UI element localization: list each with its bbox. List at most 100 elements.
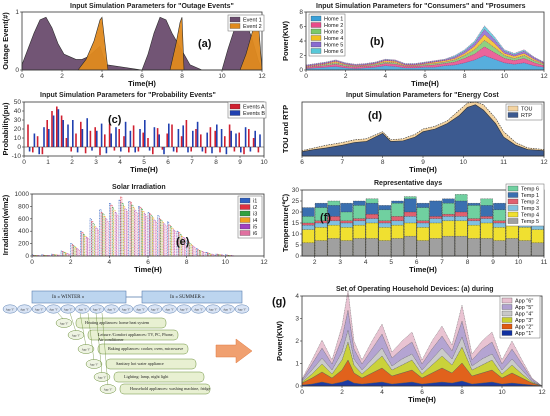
x-tick-label: 0 [300,389,304,396]
legend-label: TOU [521,107,533,113]
bar-events-a [233,147,236,152]
app-node [205,304,221,314]
x-tick-label: 5 [389,259,393,266]
app-node [234,304,250,314]
legend-label: Home 2 [324,23,343,29]
branch-app-label: App "i" [82,348,91,351]
legend-swatch [507,218,519,224]
y-tick-label: 1 [295,361,299,368]
summer-label: In « SUMMER » [170,295,205,300]
panel-c: Input Simulation Parameters for "Probabi… [0,88,275,182]
bar-irr-3 [82,233,85,257]
y-tick-label: 50 [14,99,22,106]
bar-events-b [100,123,103,147]
app-node [31,304,47,314]
app-node-label: App "i" [180,309,189,312]
bar-events-a [99,147,101,156]
x-tick-label: 9 [491,259,495,266]
bar-irr-1 [205,251,208,257]
x-tick-label: 10 [515,259,523,266]
bar-events-b [201,147,204,152]
y-tick-label: 30 [292,187,300,194]
bar-events-b [240,147,242,153]
bar-events-a [80,121,82,147]
bar-temp-6 [416,240,430,257]
x-tick-label: 4 [380,389,384,396]
app-node-label: App "i" [64,309,73,312]
x-tick-label: 11 [541,259,548,266]
legend-swatch [239,217,251,223]
app-node [162,304,177,314]
bar-events-b [187,147,189,153]
bar-irr-3 [102,213,105,257]
description-box [75,317,167,329]
legend-label: Home 6 [324,49,343,55]
bar-events-b [211,147,213,154]
legend-swatch [239,204,251,210]
bar-irr-6 [154,221,158,257]
branch-app-label: App "i" [72,334,81,337]
bar-events-a [118,129,120,147]
app-node-label: App "i" [20,309,29,312]
description-box [119,383,211,395]
x-tick-label: 2 [70,159,74,166]
bar-temp-6 [365,238,379,257]
bar-temp-6 [480,238,493,257]
bar-events-a [75,133,77,147]
bar-events-b [105,147,108,154]
bar-events-b [172,147,175,152]
x-tick-label: 8 [214,159,218,166]
bar-events-a [27,124,29,147]
bar-irr-5 [143,213,146,257]
panel-a-title: Input Simulation Parameters for "Outage … [70,3,234,10]
branch-line [95,312,103,375]
bar-irr-6 [174,230,177,257]
panel-b-label: (b) [370,36,385,48]
app-node [191,304,206,314]
bar-events-b [38,147,40,155]
home-area-2 [305,46,545,69]
bar-temp-6 [429,238,442,257]
legend-label: App "3" [515,318,533,324]
bar-events-a [65,138,68,147]
x-tick-label: 4 [108,259,112,266]
solar-chart: 0 2 4 6 8 10 12 0 200 400 600 800 1000 Time(H) Irradia… [1,191,268,274]
app-node-label: App "i" [209,309,218,312]
bar-irr-3 [208,253,211,257]
legend-label: Home 3 [324,30,343,36]
panel-c-title: Input Simulation Parameters for "Probabi… [40,92,216,99]
legend-label: RTP [521,113,532,119]
app-node-label: App "i" [223,309,232,312]
branch-app-label: App "i" [90,363,99,366]
bar-events-a [176,147,178,153]
bar-events-a [60,115,63,147]
bar-events-b [28,147,31,152]
app-node [133,304,148,314]
app-node [60,304,76,314]
app-node [176,304,192,314]
legend-swatch [310,41,322,48]
bar-events-a [123,136,125,147]
x-tick-label: 8 [463,73,467,80]
app-node-label: App "i" [194,309,203,312]
legend-label: Home 5 [324,43,343,49]
y-tick-label: 4 [299,38,303,45]
bar-irr-4 [84,235,87,257]
x-axis-label: Time(H) [130,165,158,174]
panel-b: Input Simulation Parameters for "Consume… [280,0,550,90]
bar-events-b [216,124,218,147]
bar-events-a [238,132,240,147]
bar-events-a [161,147,164,150]
flow-desc-6: Household appliances: washing machine, f… [130,386,211,391]
legend-swatch [501,297,513,304]
app-node-label: App "i" [151,309,160,312]
panel-c-label: (c) [108,114,122,126]
legend-swatch [507,198,519,205]
x-tick-label: 10 [260,159,268,166]
bar-events-b [52,115,55,147]
x-tick-label: 10 [498,389,506,396]
x-tick-label: 7 [190,159,194,166]
bar-events-b [196,121,199,147]
